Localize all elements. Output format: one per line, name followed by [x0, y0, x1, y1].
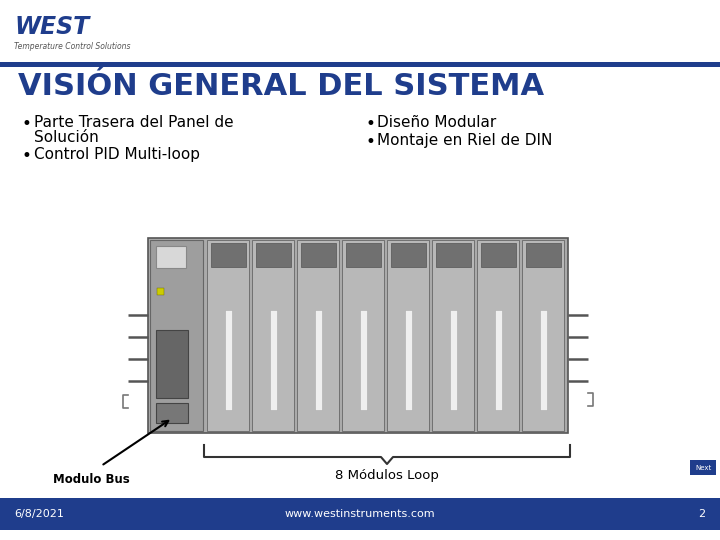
Text: Diseño Modular: Diseño Modular [377, 115, 496, 130]
Bar [526, 243, 561, 267]
Text: •: • [22, 115, 32, 133]
Bar [0, 498, 720, 530]
Bar [156, 246, 186, 268]
Text: 2: 2 [698, 509, 706, 519]
Bar [360, 310, 367, 410]
Bar [342, 240, 384, 431]
Text: Temperature Control Solutions: Temperature Control Solutions [14, 42, 130, 51]
Text: Next: Next [695, 464, 711, 470]
Text: Montaje en Riel de DIN: Montaje en Riel de DIN [377, 133, 552, 148]
Bar [211, 243, 246, 267]
Bar [387, 240, 429, 431]
Bar [432, 240, 474, 431]
Bar [225, 310, 232, 410]
Text: •: • [22, 147, 32, 165]
Bar [0, 62, 720, 67]
Bar [690, 460, 716, 475]
Bar [405, 310, 412, 410]
Bar [391, 243, 426, 267]
Text: 8 Módulos Loop: 8 Módulos Loop [335, 469, 439, 482]
Bar [150, 240, 203, 431]
Bar [450, 310, 457, 410]
Text: WEST: WEST [14, 15, 89, 39]
Bar [207, 240, 249, 431]
Text: •: • [365, 115, 375, 133]
Text: 6/8/2021: 6/8/2021 [14, 509, 64, 519]
Bar [157, 288, 164, 295]
Text: Solución: Solución [34, 130, 99, 145]
Text: VISIÓN GENERAL DEL SISTEMA: VISIÓN GENERAL DEL SISTEMA [18, 72, 544, 101]
Bar [315, 310, 322, 410]
Bar [522, 240, 564, 431]
Bar [156, 403, 188, 423]
Bar [301, 243, 336, 267]
Bar [256, 243, 291, 267]
Bar [156, 330, 188, 398]
Bar [297, 240, 339, 431]
Bar [540, 310, 547, 410]
Bar [346, 243, 381, 267]
Text: Control PID Multi-loop: Control PID Multi-loop [34, 147, 200, 162]
Bar [481, 243, 516, 267]
Bar [148, 238, 568, 433]
Bar [436, 243, 471, 267]
Bar [252, 240, 294, 431]
Text: Modulo Bus: Modulo Bus [53, 473, 130, 486]
Text: Parte Trasera del Panel de: Parte Trasera del Panel de [34, 115, 233, 130]
Bar [270, 310, 277, 410]
Bar [477, 240, 519, 431]
Text: www.westinstruments.com: www.westinstruments.com [284, 509, 436, 519]
Bar [495, 310, 502, 410]
Text: •: • [365, 133, 375, 151]
